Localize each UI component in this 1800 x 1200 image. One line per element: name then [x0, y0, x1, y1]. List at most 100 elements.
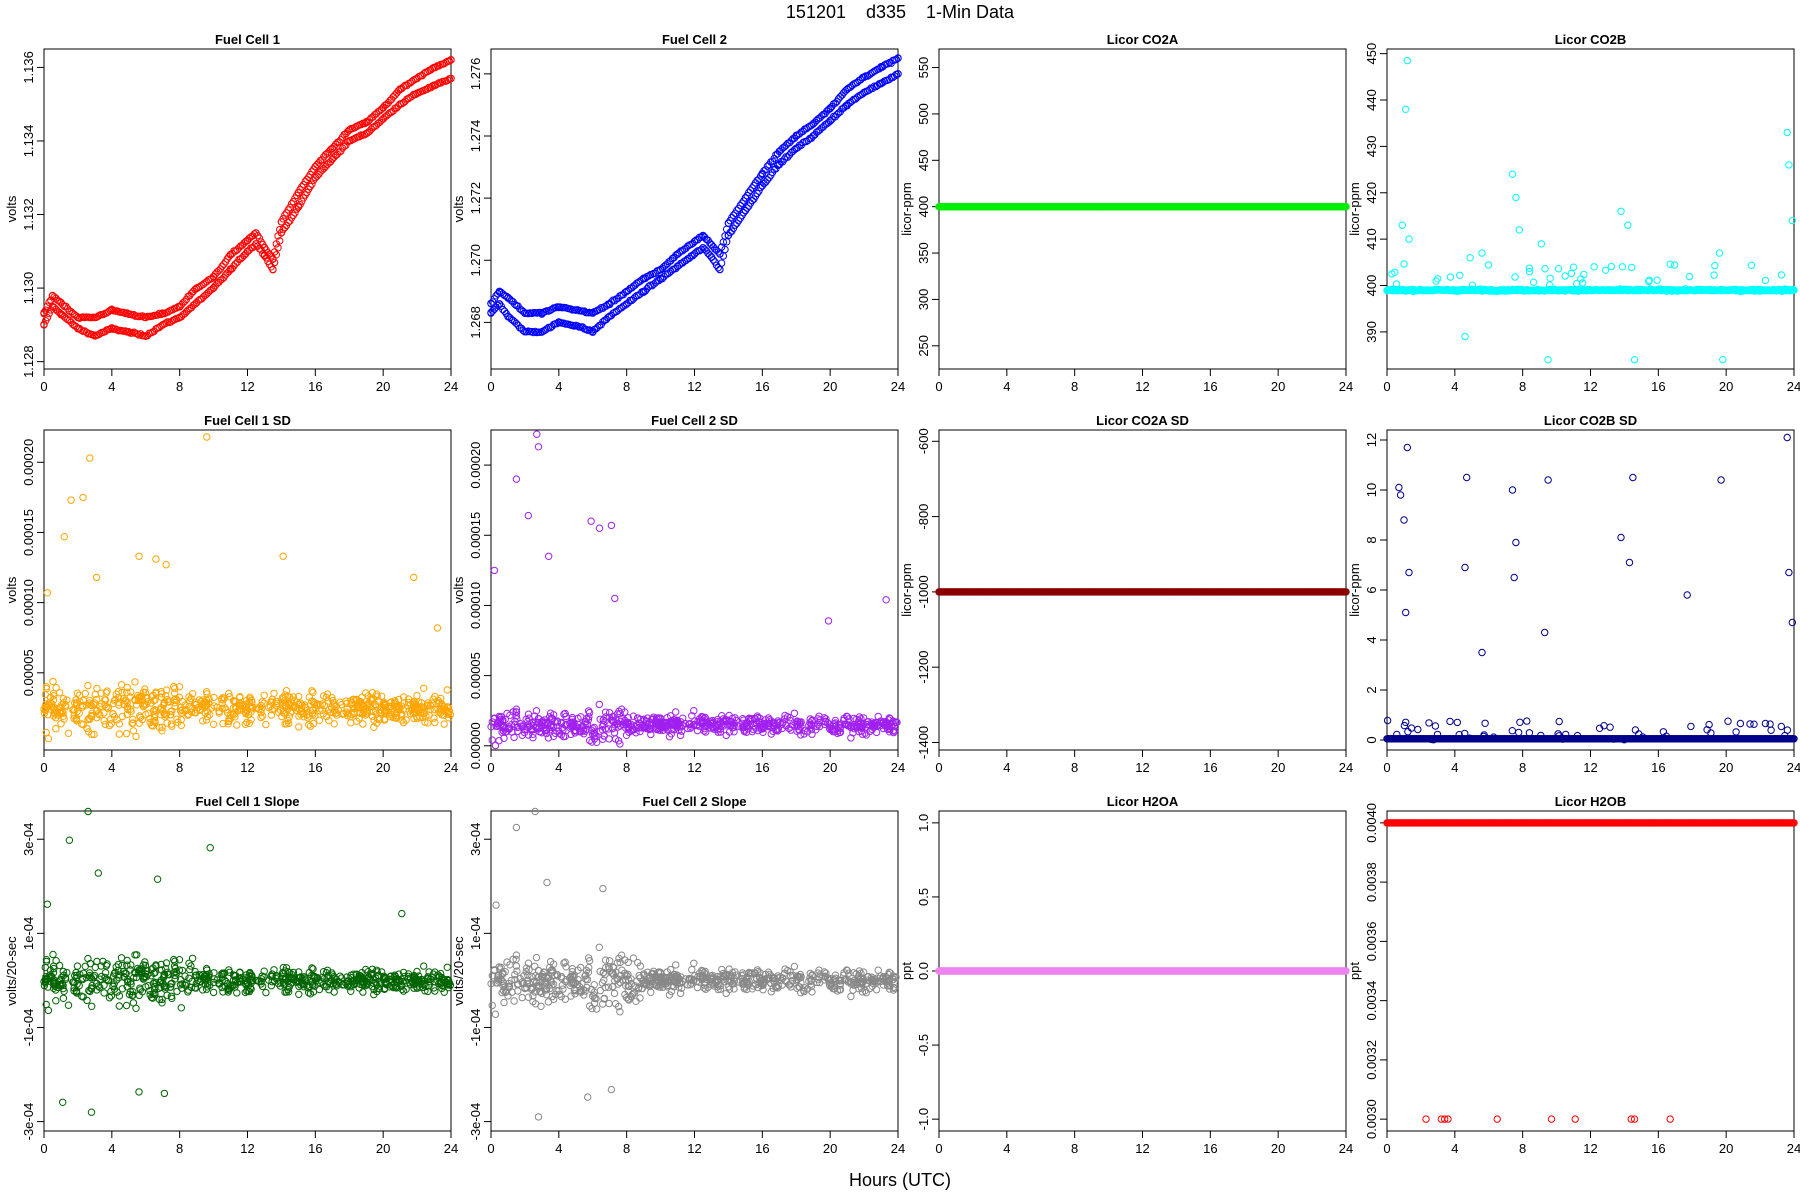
data-point	[44, 734, 53, 743]
anchor-point	[252, 229, 260, 237]
data-point	[130, 311, 138, 319]
data-point	[1567, 269, 1576, 278]
data-point	[605, 709, 614, 717]
outlier-point	[1624, 221, 1632, 229]
data-point	[289, 197, 297, 206]
y-axis-label: volts/20-sec	[4, 936, 19, 1006]
anchor-point	[328, 155, 336, 164]
data-point	[1456, 271, 1464, 279]
data-point	[1446, 273, 1455, 281]
x-tick-label: 0	[1383, 760, 1390, 775]
x-tick-label: 0	[487, 379, 494, 394]
anchor-point	[176, 302, 184, 311]
data-point	[59, 994, 68, 1002]
data-point	[519, 307, 527, 316]
data-point	[55, 689, 64, 697]
anchor-point	[345, 137, 353, 145]
anchor-point	[716, 250, 724, 258]
panel-6: Fuel Cell 2 SD0 4 8 12 16 20 240.000000.000050…	[451, 413, 905, 775]
data-point	[313, 161, 321, 169]
y-tick-label: 300	[916, 289, 931, 311]
x-tick-label: 0	[935, 379, 942, 394]
data-point	[714, 248, 722, 256]
data-point	[1606, 723, 1614, 731]
y-tick-label: 400	[916, 196, 931, 218]
data-point	[1618, 263, 1627, 271]
anchor-point	[894, 54, 902, 62]
data-point	[1711, 261, 1719, 270]
anchor-point	[572, 321, 580, 330]
anchor-point	[74, 324, 82, 333]
y-tick-label: 1.276	[468, 58, 483, 91]
data-point	[1590, 263, 1598, 271]
plot-frame	[1386, 48, 1795, 370]
data-point	[115, 730, 124, 738]
data-point	[135, 331, 143, 339]
y-tick-label: 1.134	[21, 125, 36, 158]
anchor-point	[538, 328, 546, 336]
outlier-point	[60, 533, 69, 541]
data-point	[49, 677, 57, 686]
x-tick-label: 24	[1787, 379, 1800, 394]
data-points	[40, 56, 455, 340]
y-tick-label: 0.00005	[468, 652, 483, 699]
y-tick-label: 0.00010	[468, 582, 483, 629]
data-point	[42, 306, 50, 314]
data-point	[420, 86, 428, 95]
anchor-point	[487, 309, 495, 317]
x-tick-label: 24	[1787, 760, 1800, 775]
anchor-point	[142, 313, 150, 322]
data-point	[1736, 719, 1745, 728]
data-point	[717, 243, 726, 251]
x-tick-label: 20	[823, 760, 837, 775]
panel-title: Fuel Cell 1 SD	[204, 413, 291, 428]
anchor-point	[809, 119, 817, 128]
x-tick-label: 0	[935, 760, 942, 775]
data-point	[1579, 279, 1587, 287]
data-point	[241, 720, 250, 728]
y-tick-label: 0.00020	[21, 439, 36, 486]
outlier-point	[587, 517, 595, 525]
y-tick-label: 1.272	[468, 182, 483, 215]
data-point	[233, 721, 241, 729]
x-tick-label: 20	[1271, 379, 1285, 394]
anchor-point	[589, 309, 597, 317]
x-tick-label: 8	[1519, 760, 1526, 775]
y-tick-label: -3e-04	[21, 1103, 36, 1141]
data-point	[1481, 719, 1489, 727]
panel-8: Licor CO2B SD0 4 8 12 16 20 24024681012licor-p…	[1347, 413, 1800, 775]
data-point	[105, 721, 114, 730]
outlier-point	[1717, 476, 1725, 484]
outlier-point	[490, 566, 499, 575]
data-point	[101, 720, 110, 729]
data-point	[1555, 717, 1563, 726]
anchor-point	[656, 265, 665, 274]
x-tick-label: 12	[687, 379, 701, 394]
anchor-point	[699, 231, 707, 240]
y-tick-label: 400	[1364, 275, 1379, 297]
data-points	[487, 54, 902, 337]
data-point	[199, 717, 207, 725]
x-tick-label: 16	[1203, 379, 1217, 394]
outlier-point	[1544, 356, 1552, 364]
data-point	[117, 681, 126, 689]
data-point	[1508, 727, 1517, 735]
data-point	[355, 133, 364, 141]
panel-title: Licor CO2B	[1555, 32, 1627, 47]
outlier-point	[1508, 486, 1517, 494]
outlier-point	[1403, 56, 1412, 65]
outlier-point	[1629, 473, 1637, 482]
data-point	[209, 720, 218, 728]
outlier-point	[152, 555, 160, 563]
anchor-point	[125, 310, 133, 318]
data-point	[391, 91, 399, 99]
data-points	[40, 807, 455, 1116]
x-tick-label: 24	[891, 760, 905, 775]
x-tick-label: 24	[1339, 379, 1353, 394]
anchor-point	[673, 250, 682, 258]
outlier-point	[43, 589, 52, 597]
outlier-point	[595, 524, 604, 532]
x-tick-label: 8	[176, 379, 183, 394]
data-point	[1777, 722, 1786, 731]
